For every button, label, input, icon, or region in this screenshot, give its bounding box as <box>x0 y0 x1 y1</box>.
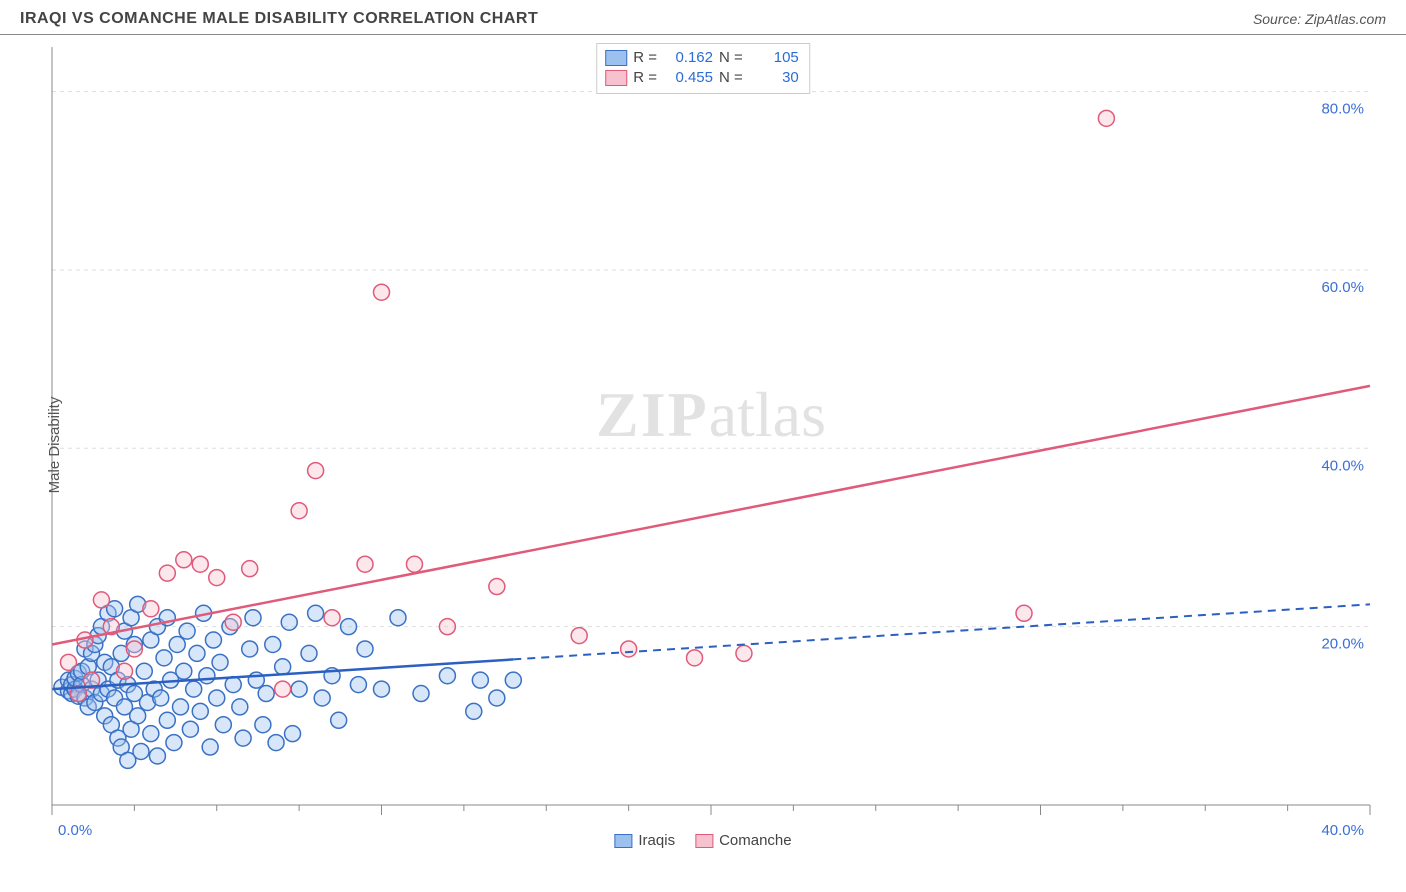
legend-row: R = 0.455 N = 30 <box>605 68 799 88</box>
svg-text:40.0%: 40.0% <box>1321 822 1364 839</box>
svg-text:20.0%: 20.0% <box>1321 636 1364 653</box>
legend-row: R = 0.162 N = 105 <box>605 48 799 68</box>
legend-item-label: Comanche <box>719 832 792 849</box>
svg-text:0.0%: 0.0% <box>58 822 92 839</box>
chart-source: Source: ZipAtlas.com <box>1253 11 1386 27</box>
legend-item: Iraqis <box>614 832 675 849</box>
legend-series: Iraqis Comanche <box>614 832 791 849</box>
chart-header: IRAQI VS COMANCHE MALE DISABILITY CORREL… <box>0 0 1406 35</box>
legend-r-label: R = <box>633 68 657 88</box>
svg-text:ZIPatlas: ZIPatlas <box>596 379 826 450</box>
svg-text:60.0%: 60.0% <box>1321 279 1364 296</box>
legend-r-label: R = <box>633 48 657 68</box>
legend-swatch-icon <box>614 834 632 848</box>
svg-text:80.0%: 80.0% <box>1321 101 1364 118</box>
legend-r-value: 0.455 <box>663 68 713 88</box>
legend-swatch-icon <box>605 70 627 86</box>
chart-title: IRAQI VS COMANCHE MALE DISABILITY CORREL… <box>20 10 538 28</box>
legend-item: Comanche <box>695 832 792 849</box>
legend-n-value: 30 <box>749 68 799 88</box>
legend-swatch-icon <box>605 50 627 66</box>
legend-correlation: R = 0.162 N = 105 R = 0.455 N = 30 <box>596 43 810 94</box>
legend-item-label: Iraqis <box>638 832 675 849</box>
legend-swatch-icon <box>695 834 713 848</box>
svg-text:40.0%: 40.0% <box>1321 457 1364 474</box>
y-axis-label: Male Disability <box>46 397 63 494</box>
legend-n-value: 105 <box>749 48 799 68</box>
legend-r-value: 0.162 <box>663 48 713 68</box>
chart-area: Male Disability 20.0% 40.0% 60.0% 80.0% ZIPa… <box>0 35 1406 855</box>
legend-n-label: N = <box>719 48 743 68</box>
legend-n-label: N = <box>719 68 743 88</box>
scatter-plot: 20.0% 40.0% 60.0% 80.0% ZIPatlas 0.0% 40.0% <box>0 35 1406 855</box>
